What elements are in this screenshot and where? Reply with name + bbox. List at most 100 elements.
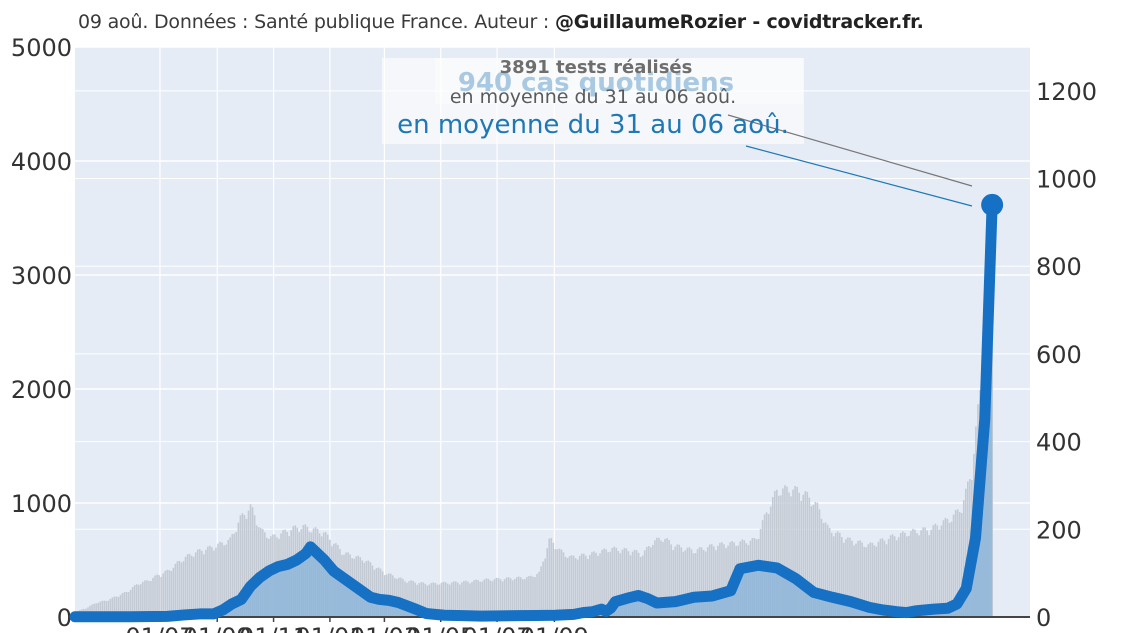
- tests-bar: [404, 581, 406, 617]
- tests-bar: [517, 576, 520, 617]
- chart-subtitle: 09 aoû. Données : Santé publique France.…: [78, 11, 924, 33]
- tests-bar: [434, 583, 437, 617]
- tests-bar: [107, 600, 110, 617]
- tests-bar: [861, 542, 863, 617]
- tests-bar: [948, 522, 951, 617]
- tests-bar: [853, 545, 855, 617]
- tests-bar: [641, 555, 644, 617]
- tests-bar: [887, 538, 890, 617]
- tests-bar: [857, 540, 859, 617]
- tests-bar: [800, 500, 802, 617]
- tests-bar: [851, 540, 853, 617]
- tests-bar: [178, 560, 181, 617]
- tests-bar: [771, 497, 774, 617]
- tests-bar: [676, 544, 679, 617]
- tests-bar: [198, 548, 201, 617]
- tests-bar: [231, 534, 234, 617]
- tests-bar: [958, 511, 961, 617]
- tests-bar: [782, 488, 784, 617]
- tests-bar: [194, 552, 197, 617]
- tests-bar: [893, 536, 896, 617]
- tests-bar: [225, 544, 227, 617]
- tests-bar: [582, 553, 585, 617]
- tests-bar: [938, 529, 941, 617]
- tests-bar: [497, 577, 500, 617]
- tests-bar: [780, 495, 782, 617]
- tests-bar: [174, 563, 177, 617]
- tests-bar: [863, 546, 865, 617]
- tests-bar: [639, 556, 642, 617]
- tests-bar: [475, 579, 477, 617]
- tests-bar: [599, 553, 601, 617]
- tests-bar: [186, 554, 189, 617]
- tests-bar: [591, 552, 593, 617]
- tests-bar: [660, 540, 662, 617]
- x-tick-label: 01/01: [295, 623, 364, 633]
- tests-bar: [710, 544, 713, 617]
- tests-bar: [702, 549, 705, 617]
- tests-bar: [477, 580, 479, 617]
- tests-bar: [889, 535, 892, 617]
- tests-bar: [416, 584, 418, 617]
- tests-bar: [944, 517, 947, 617]
- tests-bar: [680, 547, 683, 617]
- tests-bar: [826, 524, 829, 617]
- tests-bar: [245, 518, 248, 617]
- tests-bar: [221, 542, 223, 617]
- tests-bar: [725, 548, 727, 617]
- tests-bar: [442, 581, 445, 617]
- tests-bar: [633, 549, 636, 617]
- tests-bar: [804, 491, 807, 617]
- tests-bar: [991, 235, 993, 617]
- tests-bar: [526, 576, 528, 617]
- subtitle-source: 09 aoû. Données : Santé publique France.…: [78, 11, 555, 33]
- tests-bar: [603, 548, 605, 617]
- tests-bar: [607, 552, 609, 617]
- tests-bar: [684, 550, 687, 617]
- tests-bar: [463, 580, 465, 617]
- tests-bar: [883, 540, 886, 617]
- tests-bar: [784, 485, 786, 617]
- tests-bar: [481, 581, 483, 617]
- tests-bar: [558, 548, 561, 617]
- cases-annotation-arrow: [745, 145, 973, 207]
- tests-bar: [501, 581, 504, 617]
- tests-bar: [507, 577, 510, 617]
- x-tick-label: 01/05: [406, 623, 475, 633]
- tests-bar: [426, 585, 429, 617]
- tests-bar: [686, 547, 689, 617]
- subtitle-author: @GuillaumeRozier - covidtracker.fr.: [554, 11, 924, 33]
- tests-bar: [926, 530, 928, 617]
- tests-bar: [806, 491, 809, 617]
- tests-bar: [666, 538, 668, 617]
- right-axis: 0 200 400 600 800 1000 1200: [1036, 78, 1097, 632]
- tests-bar: [719, 542, 721, 617]
- tests-bar: [847, 537, 849, 617]
- tests-bar: [109, 598, 112, 617]
- tests-bar: [123, 592, 126, 617]
- tests-bar: [936, 525, 939, 617]
- tests-bar: [623, 547, 626, 617]
- annotation-box: [382, 58, 804, 144]
- tests-bar: [550, 538, 553, 617]
- tests-bar: [184, 556, 187, 617]
- tests-bar: [597, 555, 599, 617]
- tests-bar: [593, 551, 595, 617]
- tests-bar: [255, 525, 258, 617]
- tests-bar: [465, 580, 467, 617]
- tests-bar: [828, 527, 831, 617]
- tests-bar: [839, 532, 841, 617]
- tests-bar: [117, 596, 120, 617]
- tests-bar: [901, 531, 904, 617]
- left-tick-label: 5000: [11, 34, 72, 62]
- tests-bar: [377, 567, 380, 617]
- left-tick-label: 4000: [11, 148, 72, 176]
- tests-bar: [495, 577, 498, 617]
- right-tick-label: 400: [1036, 429, 1082, 457]
- tests-bar: [721, 542, 723, 617]
- tests-bar: [146, 580, 148, 617]
- tests-bar: [522, 579, 524, 617]
- tests-bar: [467, 581, 469, 617]
- tests-bar: [375, 568, 378, 617]
- tests-bar: [196, 549, 199, 617]
